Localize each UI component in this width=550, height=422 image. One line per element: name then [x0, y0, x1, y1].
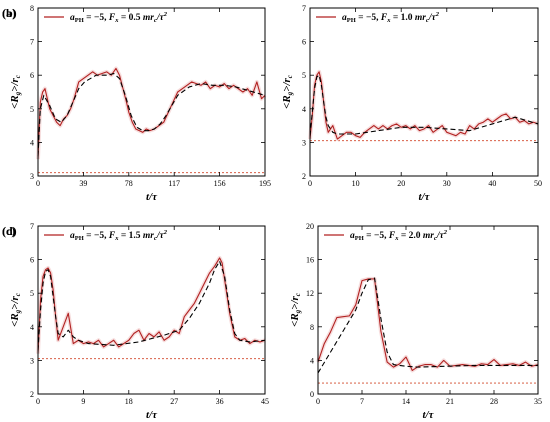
y-tick-label: 5 [30, 105, 34, 114]
y-tick-label: 7 [302, 4, 306, 13]
y-tick-label: 7 [30, 222, 34, 231]
y-axis-label: <Rg>/rc [9, 75, 22, 109]
series-data-line [37, 67, 266, 160]
y-tick-label: 3 [30, 172, 34, 181]
x-tick-label: 27 [170, 397, 178, 406]
series-fit-line [309, 74, 539, 136]
x-tick-label: 50 [534, 179, 542, 188]
panel-label: (c) [2, 224, 15, 238]
y-tick-label: 5 [302, 71, 306, 80]
series-data-line [37, 257, 266, 354]
plot-frame [37, 7, 266, 177]
x-tick-label: 28 [490, 397, 498, 406]
y-tick-label: 4 [30, 138, 34, 147]
legend-label: aPH = −5, Fx = 2.0 mrc/τ2 [350, 229, 448, 242]
y-tick-label: 2 [302, 172, 306, 181]
x-tick-label: 156 [214, 179, 226, 188]
plot-frame [317, 225, 539, 395]
series-data-line [309, 71, 539, 140]
series-band [316, 276, 539, 373]
plot-frame [309, 7, 539, 177]
plot-frame [37, 225, 266, 395]
series-data-line [317, 278, 539, 372]
series-fit-line [317, 277, 538, 374]
x-tick-label: 9 [81, 397, 85, 406]
y-axis-label: <Rg>/rc [281, 75, 294, 109]
y-tick-label: 8 [310, 323, 314, 332]
y-tick-label: 2 [30, 390, 34, 399]
x-axis-label: t/τ [146, 191, 158, 203]
x-tick-label: 39 [79, 179, 87, 188]
x-tick-label: 10 [352, 179, 360, 188]
legend-label: aPH = −5, Fx = 1.0 mrc/τ2 [342, 11, 440, 24]
x-tick-label: 195 [259, 179, 271, 188]
x-axis-label: t/τ [146, 409, 158, 421]
panel-label: (b) [2, 6, 17, 20]
x-tick-label: 21 [446, 397, 454, 406]
x-tick-label: 14 [402, 397, 410, 406]
x-axis-label: t/τ [419, 191, 431, 203]
panel-label: (d) [2, 224, 17, 238]
series-fit-line [37, 260, 266, 351]
x-axis-label: t/τ [423, 409, 435, 421]
x-tick-label: 0 [308, 179, 312, 188]
y-tick-label: 4 [302, 105, 306, 114]
panel-label: (a) [2, 6, 16, 20]
y-tick-label: 12 [306, 289, 314, 298]
y-tick-label: 0 [310, 390, 314, 399]
y-tick-label: 4 [310, 356, 314, 365]
x-tick-label: 7 [360, 397, 364, 406]
y-tick-label: 3 [30, 356, 34, 365]
legend-label: aPH = −5, Fx = 0.5 mrc/τ2 [70, 11, 168, 24]
y-tick-label: 6 [302, 38, 306, 47]
x-tick-label: 18 [125, 397, 133, 406]
legend-label: aPH = −5, Fx = 1.5 mrc/τ2 [70, 229, 168, 242]
y-axis-label: <Rg>/rc [289, 293, 302, 327]
x-tick-label: 45 [261, 397, 269, 406]
x-tick-label: 117 [168, 179, 180, 188]
x-tick-label: 40 [488, 179, 496, 188]
y-tick-label: 8 [30, 4, 34, 13]
x-tick-label: 36 [216, 397, 224, 406]
y-tick-label: 16 [306, 256, 314, 265]
x-tick-label: 0 [316, 397, 320, 406]
y-tick-label: 6 [30, 256, 34, 265]
y-tick-label: 7 [30, 38, 34, 47]
series-band [36, 66, 267, 160]
y-tick-label: 4 [30, 323, 34, 332]
series-fit-line [37, 72, 266, 156]
x-tick-label: 20 [397, 179, 405, 188]
x-tick-label: 35 [534, 397, 542, 406]
x-tick-label: 0 [36, 397, 40, 406]
x-tick-label: 30 [443, 179, 451, 188]
y-axis-label: <Rg>/rc [9, 293, 22, 327]
y-tick-label: 6 [30, 71, 34, 80]
y-tick-label: 20 [306, 222, 314, 231]
y-tick-label: 3 [302, 138, 306, 147]
x-tick-label: 0 [36, 179, 40, 188]
x-tick-label: 78 [125, 179, 133, 188]
y-tick-label: 5 [30, 289, 34, 298]
